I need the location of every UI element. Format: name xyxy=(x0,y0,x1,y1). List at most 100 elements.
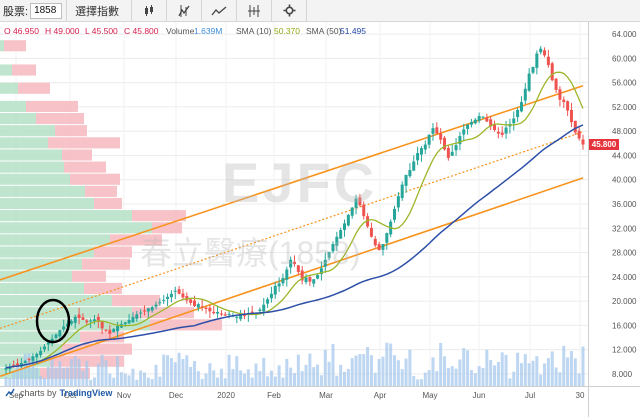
price-tick-label: 56.000 xyxy=(612,79,637,88)
volume-profile-down-bar xyxy=(94,246,132,258)
volume-bar xyxy=(8,377,12,386)
candle-body xyxy=(535,53,539,68)
line-chart-button[interactable] xyxy=(202,0,236,22)
range-button[interactable] xyxy=(237,0,271,22)
compare-icon xyxy=(178,4,190,17)
candle-body xyxy=(200,306,204,308)
candle-body xyxy=(69,321,73,324)
candle-body xyxy=(377,244,381,251)
time-tick-label: Jul xyxy=(525,391,535,400)
volume-bar xyxy=(489,359,493,386)
indicators-button[interactable]: 選擇指數 xyxy=(67,0,131,22)
volume-bar xyxy=(192,361,196,386)
volume-bar xyxy=(112,377,116,386)
volume-bar xyxy=(12,372,16,386)
volume-profile-up-bar xyxy=(0,173,70,185)
volume-bar xyxy=(385,342,389,386)
tradingview-credit[interactable]: charts by TradingView xyxy=(5,388,112,398)
volume-bar xyxy=(504,354,508,386)
candle-body xyxy=(46,342,50,345)
candle-body xyxy=(139,312,143,314)
volume-profile-up-bar xyxy=(0,185,85,197)
candle-body xyxy=(466,124,470,129)
candle-body xyxy=(458,136,462,145)
candle-body xyxy=(266,299,270,304)
volume-bar xyxy=(285,358,289,386)
compare-button[interactable] xyxy=(167,0,201,22)
volume-bar xyxy=(123,373,127,386)
volume-bar xyxy=(427,370,431,386)
candle-body xyxy=(158,302,162,304)
symbol-label: 股票: xyxy=(3,5,29,18)
symbol-input[interactable] xyxy=(30,2,63,19)
volume-bar xyxy=(496,361,500,386)
price-chart[interactable]: 64.000 60.000 56.000 52.000 48.000 44.000 40.0… xyxy=(0,22,640,417)
volume-bar xyxy=(466,350,470,386)
candle-body xyxy=(469,122,473,125)
volume-bar xyxy=(92,377,96,386)
volume-bar xyxy=(335,375,339,386)
volume-bar xyxy=(100,354,104,386)
volume-bar xyxy=(293,373,296,386)
candle-body xyxy=(493,124,497,130)
volume-bar xyxy=(458,359,462,386)
candle-body xyxy=(393,208,397,220)
candle-body xyxy=(123,322,127,325)
volume-profile-down-bar xyxy=(55,125,87,137)
candle-body xyxy=(250,311,254,313)
candle-body xyxy=(62,326,66,330)
candle-body xyxy=(562,99,566,103)
candle-body xyxy=(146,308,150,312)
volume-bar xyxy=(431,357,435,386)
candle-body xyxy=(396,196,400,208)
candle-body xyxy=(273,285,277,295)
volume-bar xyxy=(42,377,46,386)
credit-brand: TradingView xyxy=(59,388,113,398)
candles-button[interactable] xyxy=(132,0,166,22)
candle-body xyxy=(543,50,547,56)
volume-bar xyxy=(523,354,527,386)
candle-body xyxy=(92,319,96,322)
candle-body xyxy=(350,207,354,216)
candle-body xyxy=(327,251,331,258)
volume-profile-down-bar xyxy=(26,100,78,112)
price-tick-label: 24.000 xyxy=(612,273,637,282)
sma10-label: SMA (10) xyxy=(236,26,272,36)
volume-bar xyxy=(258,371,262,386)
candle-body xyxy=(531,66,535,73)
candle-body xyxy=(408,170,412,177)
candle-body xyxy=(566,101,570,111)
sma50-line xyxy=(5,124,584,369)
time-tick-label: Oct xyxy=(64,391,77,400)
volume-profile-up-bar xyxy=(0,282,84,294)
volume-bar xyxy=(31,361,35,386)
candle-body xyxy=(242,315,246,317)
candle-body xyxy=(539,48,543,53)
volume-profile-down-bar xyxy=(110,234,162,246)
candle-body xyxy=(31,356,35,361)
volume-bar xyxy=(227,354,231,386)
volume-bar xyxy=(400,369,404,386)
candle-body xyxy=(427,134,431,145)
volume-bar xyxy=(462,348,466,386)
settings-button[interactable] xyxy=(272,0,306,22)
highlight-circle xyxy=(35,298,71,344)
candle-body xyxy=(316,274,320,279)
candle-body xyxy=(450,151,454,156)
volume-bar xyxy=(562,345,566,386)
volume-profile-down-bar xyxy=(80,331,124,343)
sma50-value: 51.495 xyxy=(340,26,366,36)
toolbar-divider xyxy=(201,0,203,22)
volume-bar xyxy=(181,358,185,386)
candle-body xyxy=(181,293,185,298)
volume-bar xyxy=(77,359,81,386)
price-tick-label: 28.000 xyxy=(612,249,637,258)
candle-body xyxy=(196,304,200,308)
volume-profile-up-bar xyxy=(0,197,94,210)
volume-profile-up-bar xyxy=(0,270,72,282)
volume-bar xyxy=(273,376,277,386)
line-chart-icon xyxy=(211,6,227,15)
candle-body xyxy=(323,259,327,267)
volume-bar xyxy=(569,351,573,386)
volume-bar xyxy=(439,342,443,386)
